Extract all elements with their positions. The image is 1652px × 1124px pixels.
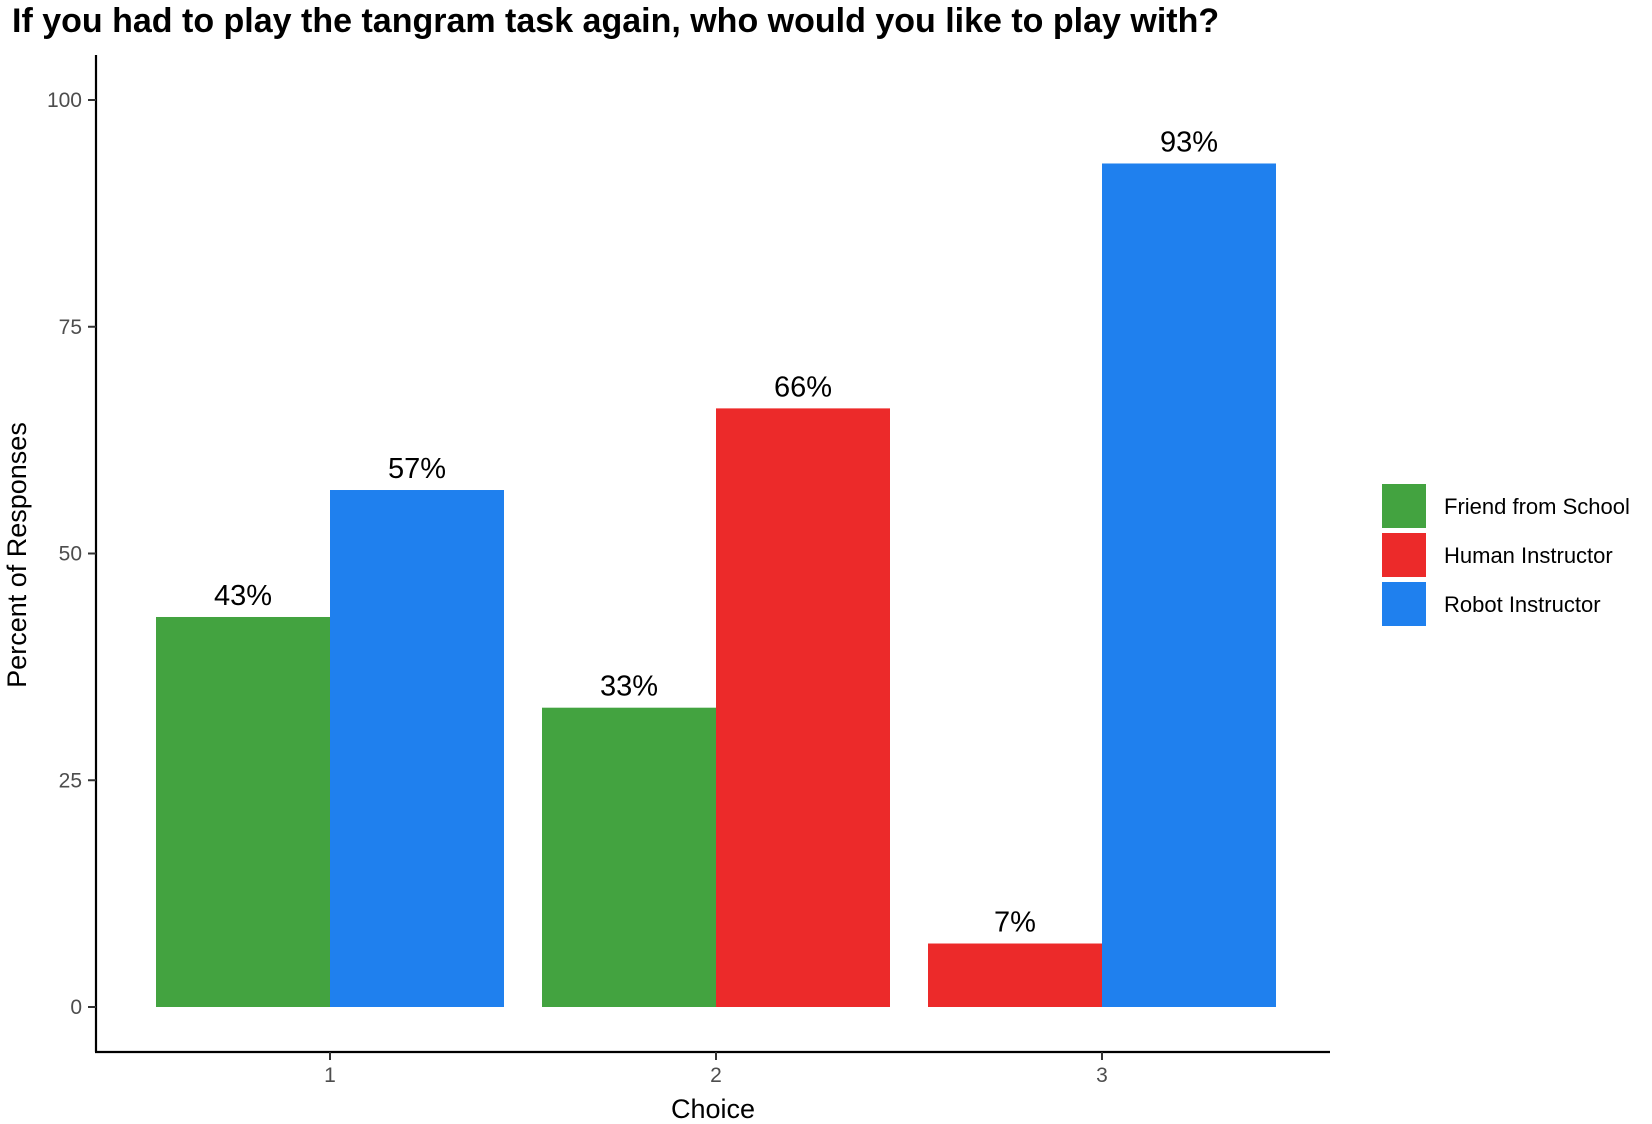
legend-key-friend-from-school [1382, 484, 1426, 528]
legend-label: Robot Instructor [1444, 592, 1601, 617]
legend-key-robot-instructor [1382, 582, 1426, 626]
bar-robot-instructor-choice-1 [330, 490, 504, 1007]
data-label: 33% [600, 671, 658, 703]
x-axis-title: Choice [671, 1094, 755, 1124]
x-tick-label: 1 [324, 1064, 336, 1087]
data-label: 57% [388, 453, 446, 485]
chart-title: If you had to play the tangram task agai… [12, 2, 1219, 40]
bar-friend-from-school-choice-1 [156, 616, 330, 1007]
y-tick-label: 75 [59, 316, 82, 339]
x-axis: 1 2 3 [95, 1050, 1330, 1087]
bar-friend-from-school-choice-2 [542, 707, 716, 1007]
data-label: 43% [214, 580, 272, 612]
bar-robot-instructor-choice-3 [1102, 163, 1276, 1008]
legend-key-human-instructor [1382, 533, 1426, 577]
y-axis-title: Percent of Responses [2, 422, 32, 688]
bar-human-instructor-choice-3 [928, 943, 1102, 1007]
bar-human-instructor-choice-2 [716, 408, 890, 1007]
y-tick-label: 25 [59, 769, 82, 792]
data-label: 7% [994, 907, 1036, 939]
y-tick-label: 50 [59, 543, 82, 566]
y-axis: 0 25 50 75 100 [47, 55, 98, 1052]
y-tick-label: 0 [70, 996, 82, 1019]
x-tick-label: 2 [710, 1064, 722, 1087]
legend-label: Human Instructor [1444, 543, 1613, 568]
legend: Friend from School Human Instructor Robot … [1382, 484, 1630, 626]
y-tick-label: 100 [47, 89, 82, 112]
data-label: 93% [1160, 126, 1218, 158]
x-tick-label: 3 [1096, 1064, 1108, 1087]
data-label: 66% [774, 371, 832, 403]
legend-label: Friend from School [1444, 494, 1630, 519]
plot-area: 43% 57% 33% 66% 7% 93% [156, 126, 1276, 1008]
